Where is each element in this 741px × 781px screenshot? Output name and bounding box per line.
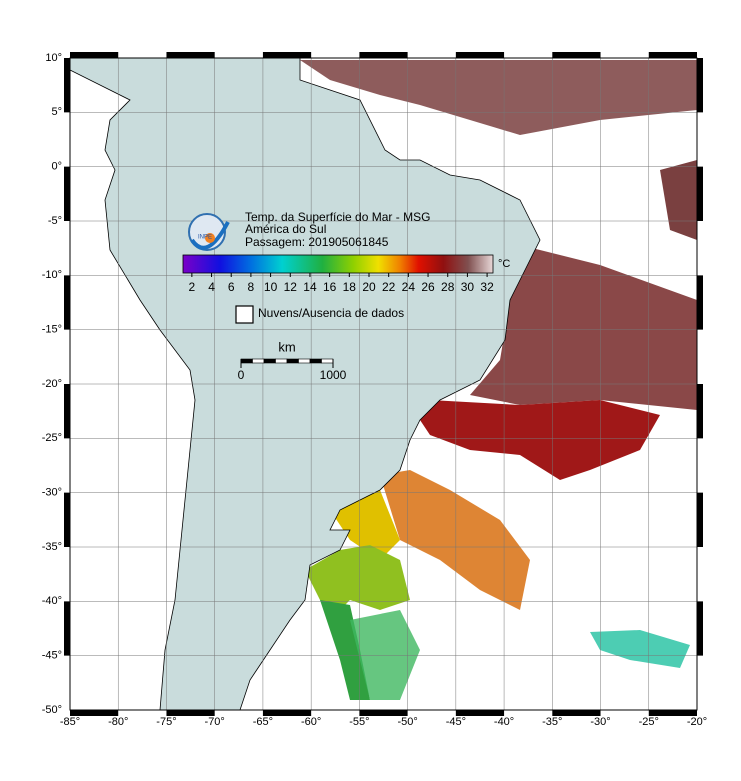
- colorbar: [182, 254, 494, 274]
- lon-tick-label: -45°: [446, 716, 466, 728]
- lat-tick-label: -50°: [42, 704, 62, 716]
- lat-tick-label: -30°: [42, 487, 62, 499]
- lon-tick-label: -70°: [205, 716, 225, 728]
- colorbar-tick-label: 18: [343, 280, 357, 294]
- colorbar-tick-label: 6: [228, 280, 235, 294]
- scale-bar-segment: [321, 358, 334, 364]
- scale-bar-label: 0: [238, 368, 245, 382]
- title-line: Passagem: 201905061845: [245, 235, 389, 249]
- lat-tick-label: 10°: [45, 52, 62, 64]
- colorbar-tick-label: 26: [421, 280, 435, 294]
- lat-tick-label: -20°: [42, 378, 62, 390]
- lon-tick-label: -75°: [156, 716, 176, 728]
- logo: INPE: [188, 213, 230, 251]
- colorbar-tick-label: 30: [461, 280, 475, 294]
- colorbar-tick-label: 22: [382, 280, 396, 294]
- colorbar-tick-label: 12: [284, 280, 298, 294]
- lat-tick-label: -5°: [48, 215, 62, 227]
- colorbar-tick-label: 32: [480, 280, 494, 294]
- lat-tick-label: -15°: [42, 324, 62, 336]
- colorbar-tick-label: 24: [402, 280, 416, 294]
- lat-tick-label: -25°: [42, 432, 62, 444]
- scale-bar-segment: [263, 358, 276, 364]
- scale-bar-segment: [309, 358, 322, 364]
- frame: [69, 57, 698, 711]
- lon-tick-label: -55°: [349, 716, 369, 728]
- title-line: América do Sul: [245, 222, 326, 236]
- colorbar-tick-label: 8: [248, 280, 255, 294]
- legend-text: Nuvens/Ausencia de dados: [258, 306, 404, 320]
- graticule: [69, 57, 698, 711]
- colorbar-tick-label: 20: [362, 280, 376, 294]
- lon-tick-label: -30°: [590, 716, 610, 728]
- scale-unit: km: [278, 339, 295, 354]
- lon-tick-label: -40°: [494, 716, 514, 728]
- scale-bar-segment: [286, 358, 299, 364]
- lat-tick-label: -45°: [42, 650, 62, 662]
- lat-tick-label: -40°: [42, 595, 62, 607]
- colorbar-tick-label: 16: [323, 280, 337, 294]
- scale-bar-segment: [275, 358, 288, 364]
- lon-tick-label: -50°: [397, 716, 417, 728]
- scale-bar-segment: [252, 358, 265, 364]
- colorbar-tick-label: 14: [303, 280, 317, 294]
- lon-tick-label: -20°: [687, 716, 707, 728]
- scale-bar-segment: [240, 358, 253, 364]
- colorbar-tick-label: 10: [264, 280, 278, 294]
- colorbar-unit: °C: [498, 258, 510, 270]
- legend-swatch: [235, 305, 254, 324]
- lat-tick-label: 0°: [51, 161, 62, 173]
- title-line: Temp. da Superfície do Mar - MSG: [245, 210, 430, 224]
- lon-tick-label: -60°: [301, 716, 321, 728]
- lat-tick-label: 5°: [51, 106, 62, 118]
- lon-tick-label: -35°: [542, 716, 562, 728]
- lon-tick-label: -80°: [108, 716, 128, 728]
- lon-tick-label: -25°: [639, 716, 659, 728]
- lon-tick-label: -85°: [60, 716, 80, 728]
- colorbar-tick-label: 2: [189, 280, 196, 294]
- colorbar-tick-label: 28: [441, 280, 455, 294]
- scale-bar-segment: [298, 358, 311, 364]
- logo-text: INPE: [198, 235, 212, 241]
- lon-tick-label: -65°: [253, 716, 273, 728]
- scale-bar-label: 1000: [320, 368, 347, 382]
- lat-tick-label: -35°: [42, 541, 62, 553]
- colorbar-tick-label: 4: [208, 280, 215, 294]
- lat-tick-label: -10°: [42, 269, 62, 281]
